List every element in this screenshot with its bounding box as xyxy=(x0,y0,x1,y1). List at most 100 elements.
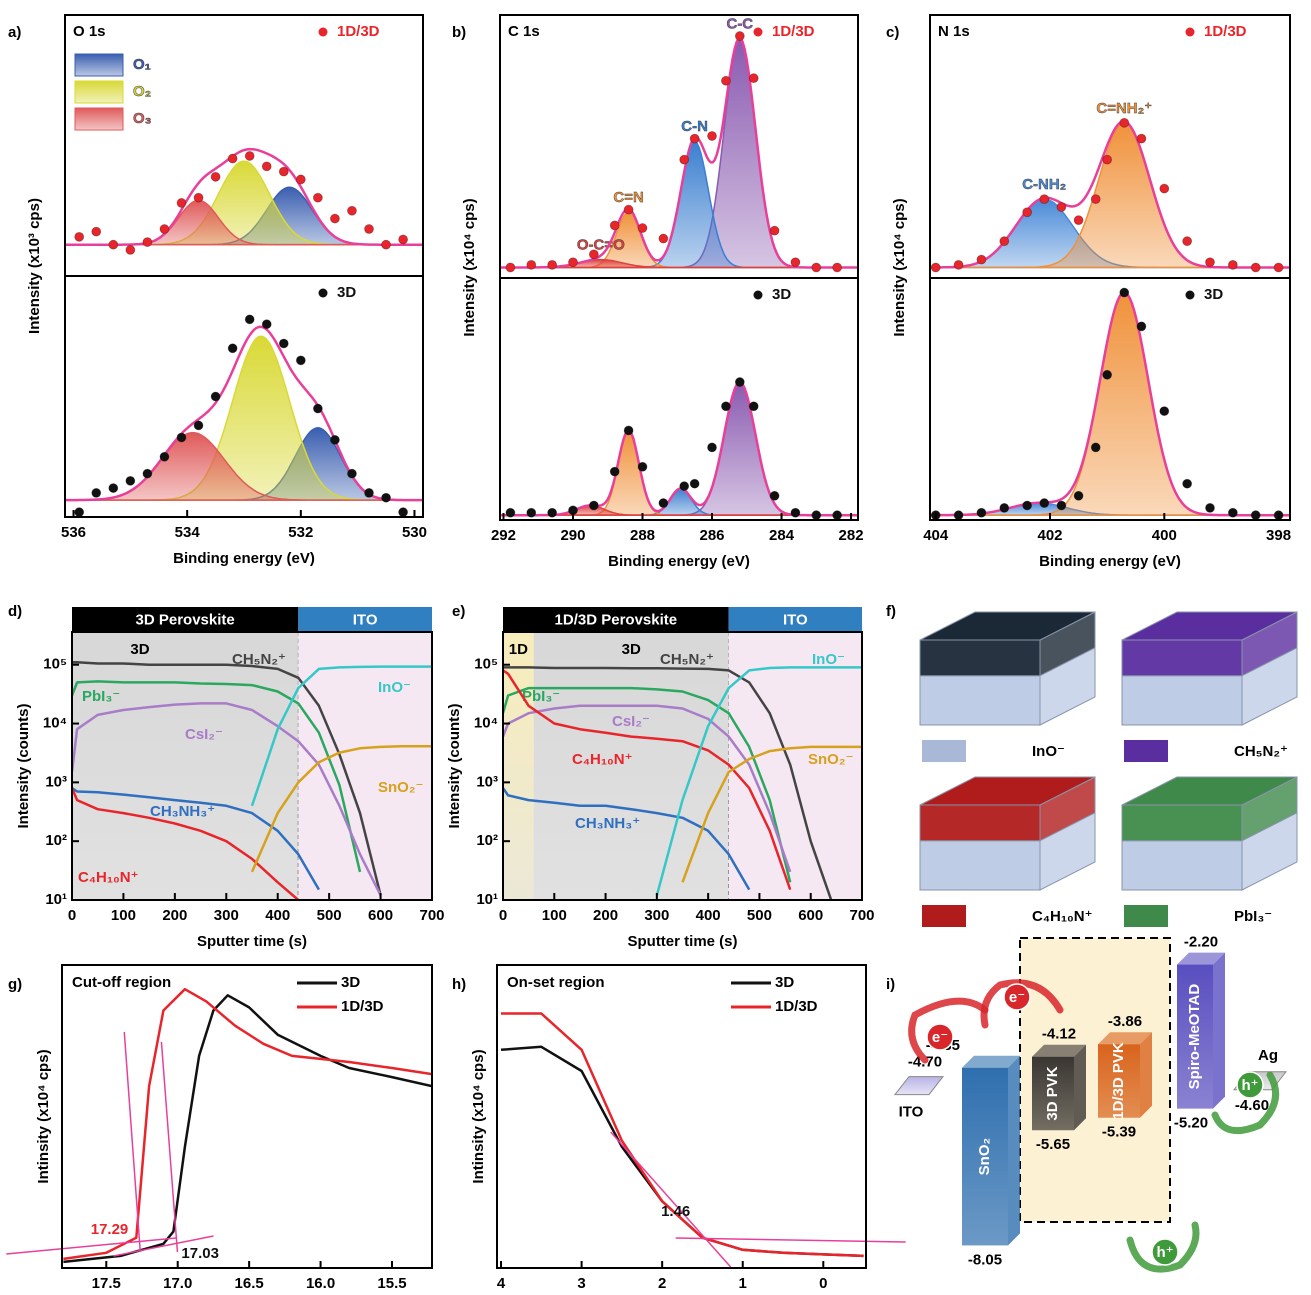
legend-label: C₄H₁₀N⁺ xyxy=(1032,908,1093,925)
y-axis-label: Intensity (x10⁴ cps) xyxy=(461,198,478,336)
data-point xyxy=(1228,508,1237,517)
figure: 1D/3D3DO 1sO₁O₂O₃536534532530Binding ene… xyxy=(0,0,1311,1295)
onset-label: 17.29 xyxy=(91,1221,129,1238)
series-label: CH₃NH₃⁺ xyxy=(150,803,215,820)
data-point xyxy=(313,404,322,413)
bar-name: Spiro-MeOTAD xyxy=(1186,984,1203,1090)
data-point xyxy=(1206,503,1215,512)
data-point xyxy=(833,511,842,520)
data-point xyxy=(1160,184,1169,193)
data-point xyxy=(708,131,717,140)
level-label: -5.39 xyxy=(1102,1124,1136,1141)
y-tick-label: 10⁴ xyxy=(474,715,498,732)
data-point xyxy=(92,488,101,497)
cube-face xyxy=(920,640,1040,676)
panel-label: c) xyxy=(886,24,899,41)
y-axis-label: Intensity (counts) xyxy=(446,703,463,828)
data-point xyxy=(1040,195,1049,204)
data-point xyxy=(211,172,220,181)
data-point xyxy=(313,193,322,202)
data-point xyxy=(194,421,203,430)
x-tick-label: 17.5 xyxy=(92,1275,121,1292)
data-point xyxy=(399,508,408,517)
data-point xyxy=(1120,118,1129,127)
x-tick-label: 288 xyxy=(630,527,655,544)
x-tick-label: 700 xyxy=(419,907,444,924)
tangent xyxy=(161,1042,177,1252)
x-tick-label: 300 xyxy=(214,907,239,924)
y-tick-label: 10² xyxy=(476,832,498,849)
x-tick-label: 398 xyxy=(1266,527,1291,544)
region-label: ITO xyxy=(353,611,378,628)
data-point xyxy=(279,167,288,176)
x-tick-label: 0 xyxy=(68,907,76,924)
data-point xyxy=(109,484,118,493)
x-tick-label: 700 xyxy=(849,907,874,924)
data-point xyxy=(977,255,986,264)
legend-label: 3D xyxy=(775,974,794,991)
data-point xyxy=(735,378,744,387)
data-point xyxy=(1091,195,1100,204)
data-point xyxy=(1137,134,1146,143)
data-point xyxy=(382,493,391,502)
x-axis-label: Binding energy (eV) xyxy=(1039,553,1181,570)
x-tick-label: 16.0 xyxy=(306,1275,335,1292)
plot-title: On-set region xyxy=(507,974,605,991)
electrode-name: ITO xyxy=(899,1104,924,1121)
data-point xyxy=(1103,370,1112,379)
x-tick-label: 100 xyxy=(542,907,567,924)
series-label: CH₅N₂⁺ xyxy=(232,651,286,668)
peak-label: C=NH₂⁺ xyxy=(1096,100,1152,117)
electrode xyxy=(895,1077,943,1095)
data-point xyxy=(347,469,356,478)
x-tick-label: 100 xyxy=(111,907,136,924)
legend-label: 1D/3D xyxy=(775,998,818,1015)
data-point xyxy=(589,250,598,259)
y-tick-label: 10³ xyxy=(45,773,67,790)
onset-label: 1.46 xyxy=(661,1203,690,1220)
data-point xyxy=(109,240,118,249)
data-point xyxy=(589,501,598,510)
data-point xyxy=(624,426,633,435)
data-point xyxy=(1023,208,1032,217)
y-tick-label: 10⁵ xyxy=(43,656,67,673)
cube-face xyxy=(1122,841,1242,890)
subregion-label: 3D xyxy=(130,641,149,658)
legend-label: 3D xyxy=(337,284,356,301)
tangent xyxy=(611,1132,731,1267)
plot-title: Cut-off region xyxy=(72,974,171,991)
data-point xyxy=(330,435,339,444)
x-tick-label: 200 xyxy=(162,907,187,924)
panel-label: d) xyxy=(8,603,22,620)
data-point xyxy=(548,260,557,269)
data-point xyxy=(977,508,986,517)
data-point xyxy=(680,155,689,164)
x-tick-label: 532 xyxy=(288,524,313,541)
data-point xyxy=(770,491,779,500)
data-point xyxy=(143,469,152,478)
data-point xyxy=(279,339,288,348)
series-label: PbI₃⁻ xyxy=(82,688,120,705)
series-line xyxy=(501,1047,864,1256)
peak-label: O-C=O xyxy=(577,237,625,254)
y-axis-label: Intensity (counts) xyxy=(15,703,32,828)
bar-name: 3D PVK xyxy=(1044,1066,1061,1120)
data-point xyxy=(382,240,391,249)
data-point xyxy=(624,205,633,214)
electrode-name: Ag xyxy=(1258,1047,1278,1064)
x-tick-label: 400 xyxy=(1152,527,1177,544)
data-point xyxy=(1057,202,1066,211)
data-point xyxy=(1000,503,1009,512)
data-point xyxy=(527,508,536,517)
data-point xyxy=(770,226,779,235)
level-label: -4.12 xyxy=(1042,1026,1076,1043)
data-point xyxy=(177,433,186,442)
series-label: InO⁻ xyxy=(812,651,845,668)
tangent xyxy=(6,1238,176,1254)
data-point xyxy=(75,508,84,517)
bar-side xyxy=(1140,1032,1152,1117)
data-point xyxy=(228,344,237,353)
data-point xyxy=(330,214,339,223)
data-point xyxy=(749,402,758,411)
peak xyxy=(930,123,1290,268)
